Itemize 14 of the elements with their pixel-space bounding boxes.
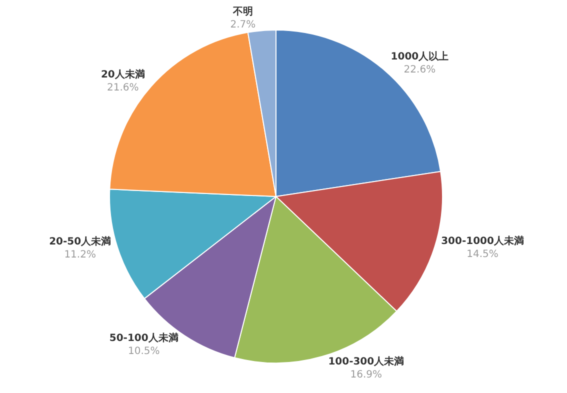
data-label: 10.5% — [128, 346, 160, 357]
slice-label: 20人未満 — [100, 68, 145, 80]
data-label: 11.2% — [64, 250, 96, 261]
slice-label: 20-50人未満 — [49, 236, 112, 248]
data-label: 14.5% — [466, 249, 498, 260]
data-label: 21.6% — [107, 82, 139, 94]
slice-label: 300-1000人未満 — [441, 235, 524, 248]
slice-label: 不明 — [232, 6, 253, 18]
data-label: 2.7% — [230, 20, 256, 31]
slice-label: 100-300人未満 — [328, 356, 404, 368]
data-label: 22.6% — [404, 64, 436, 76]
slice-label: 50-100人未満 — [109, 332, 178, 344]
data-label: 16.9% — [350, 370, 382, 381]
slice-label: 1000人以上 — [390, 50, 449, 63]
